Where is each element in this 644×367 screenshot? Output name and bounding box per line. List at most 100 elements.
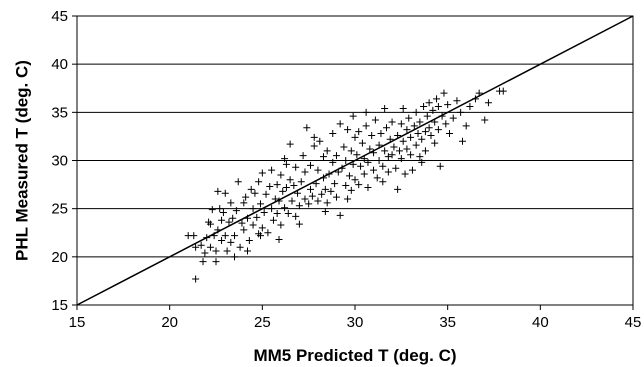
data-point: [290, 182, 298, 190]
data-point: [355, 128, 363, 136]
data-point: [412, 108, 420, 116]
data-point: [381, 104, 389, 112]
data-point: [327, 187, 335, 195]
data-point: [388, 151, 396, 159]
data-point: [218, 216, 226, 224]
data-point: [370, 149, 378, 157]
data-point: [401, 170, 409, 178]
data-point: [249, 221, 257, 229]
data-point: [210, 232, 218, 240]
data-point: [238, 219, 246, 227]
data-point: [208, 206, 216, 214]
data-point: [244, 247, 252, 255]
data-point: [446, 130, 454, 138]
data-point: [377, 130, 385, 138]
data-point: [344, 126, 352, 134]
data-point: [347, 147, 355, 155]
data-point: [318, 190, 326, 198]
data-point: [421, 128, 429, 136]
data-point: [481, 116, 489, 124]
data-point: [457, 108, 465, 116]
x-tick-label: 35: [439, 314, 456, 331]
data-point: [319, 153, 327, 161]
data-point: [381, 147, 389, 155]
data-point: [273, 209, 281, 217]
data-point: [360, 170, 368, 178]
data-point: [386, 135, 394, 143]
data-point: [192, 243, 200, 251]
data-point: [321, 185, 329, 193]
data-point: [366, 145, 374, 153]
data-point: [264, 229, 272, 237]
data-point: [256, 232, 264, 240]
x-tick-label: 15: [69, 314, 86, 331]
data-point: [307, 185, 315, 193]
data-point: [212, 258, 220, 266]
data-point: [244, 214, 252, 222]
data-point: [425, 124, 433, 132]
data-point: [331, 180, 339, 188]
data-point: [282, 160, 290, 168]
data-point: [323, 147, 331, 155]
x-tick-label: 40: [532, 314, 549, 331]
data-point: [301, 168, 309, 176]
x-tick-label: 25: [254, 314, 271, 331]
y-tick-label: 40: [51, 56, 68, 73]
data-point: [336, 120, 344, 128]
data-point: [303, 124, 311, 132]
data-point: [321, 208, 329, 216]
data-point: [438, 112, 446, 120]
data-point: [336, 211, 344, 219]
data-point: [418, 135, 426, 143]
data-point: [286, 140, 294, 148]
data-point: [227, 238, 235, 246]
data-point: [427, 131, 435, 139]
data-point: [277, 221, 285, 229]
data-point: [231, 232, 239, 240]
data-point: [212, 247, 220, 255]
data-point: [475, 89, 483, 97]
data-point: [203, 234, 211, 242]
data-point: [329, 158, 337, 166]
data-point: [383, 124, 391, 132]
data-point: [266, 183, 274, 191]
data-point: [260, 209, 268, 217]
data-point: [218, 236, 226, 244]
data-point: [414, 130, 422, 138]
data-point: [325, 170, 333, 178]
data-point: [253, 213, 261, 221]
data-point: [421, 147, 429, 155]
data-point: [431, 118, 439, 126]
x-tick-label: 30: [347, 314, 364, 331]
data-point: [471, 95, 479, 103]
data-point: [342, 182, 350, 190]
data-point: [281, 155, 289, 163]
data-point: [334, 168, 342, 176]
y-tick-label: 20: [51, 249, 68, 266]
data-point: [268, 166, 276, 174]
data-point: [314, 197, 322, 205]
data-point: [323, 199, 331, 207]
data-point: [407, 151, 415, 159]
data-point: [297, 178, 305, 186]
data-point: [275, 235, 283, 243]
data-point: [245, 236, 253, 244]
data-point: [484, 99, 492, 107]
data-point: [192, 275, 200, 283]
y-tick-label: 45: [51, 8, 68, 25]
data-point: [288, 197, 296, 205]
data-point: [240, 226, 248, 234]
data-point: [262, 190, 270, 198]
data-point: [206, 220, 214, 228]
data-point: [444, 101, 452, 109]
data-point: [292, 163, 300, 171]
data-point: [344, 195, 352, 203]
data-point: [273, 181, 281, 189]
data-point: [399, 104, 407, 112]
x-axis-title: MM5 Predicted T (deg. C): [253, 346, 456, 365]
data-point: [397, 120, 405, 128]
y-axis-ticks: 15 20 25 30 35 40 45: [51, 8, 77, 314]
data-point: [388, 118, 396, 126]
data-point: [364, 158, 372, 166]
data-point: [499, 87, 507, 95]
